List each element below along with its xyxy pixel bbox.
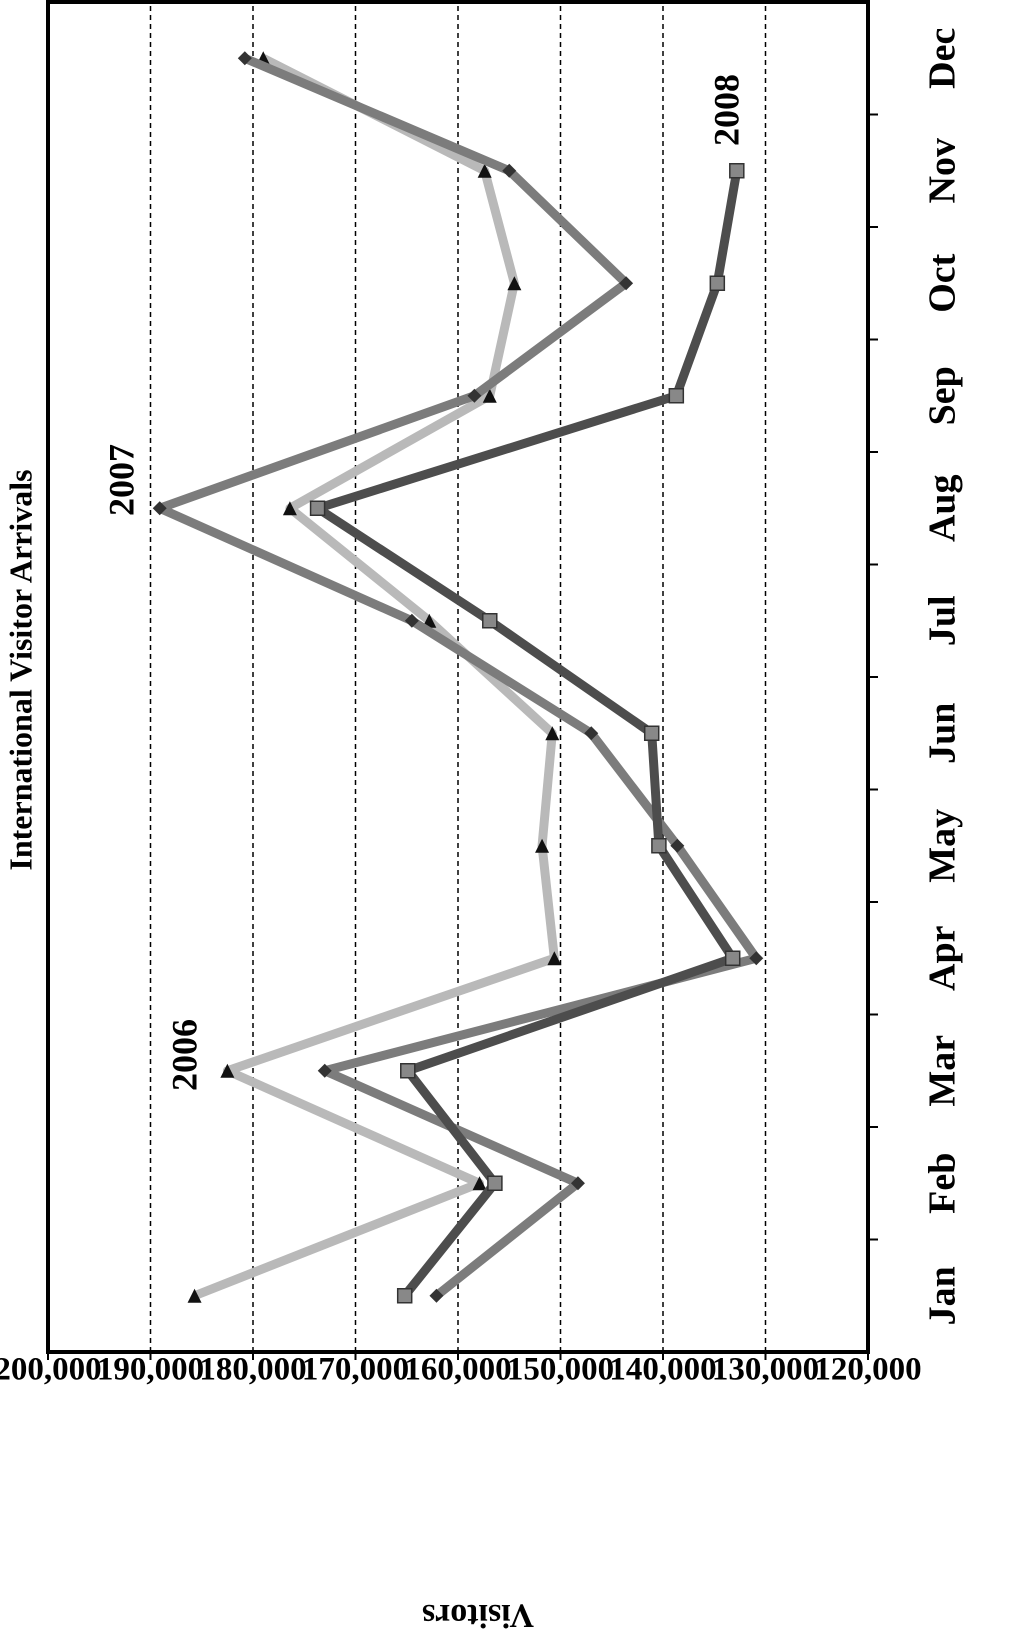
marker — [317, 1063, 332, 1078]
marker — [724, 950, 741, 966]
x-tick-label: Aug — [922, 474, 964, 542]
x-tick-label: Jan — [922, 1266, 964, 1325]
line — [155, 54, 761, 1300]
series-label: 2007 — [101, 444, 141, 516]
marker — [429, 1288, 444, 1303]
x-tick-label: Oct — [922, 253, 964, 312]
marker — [472, 1176, 487, 1191]
x-tick-label: Jul — [922, 595, 964, 646]
marker — [220, 1063, 235, 1078]
marker — [309, 500, 326, 516]
line — [313, 169, 742, 1299]
marker — [670, 838, 685, 853]
y-tick-label: 200,000 — [0, 1352, 102, 1388]
marker — [584, 726, 599, 741]
x-tick-label: Feb — [922, 1153, 964, 1214]
plot-frame — [46, 0, 870, 1354]
marker — [643, 725, 660, 741]
marker — [547, 951, 562, 966]
line — [192, 54, 559, 1300]
x-tick-label: Dec — [922, 28, 964, 89]
x-tick-label: Jun — [922, 703, 964, 764]
x-tick-label: Apr — [922, 925, 964, 991]
marker — [709, 275, 726, 291]
marker — [619, 276, 634, 291]
marker — [749, 951, 764, 966]
x-tick-label: Sep — [922, 366, 964, 425]
x-tick-label: May — [922, 809, 964, 883]
series-label: 2006 — [164, 1019, 204, 1091]
marker — [477, 163, 492, 178]
marker — [396, 1288, 413, 1304]
marker — [729, 163, 745, 179]
marker — [668, 388, 685, 404]
marker — [545, 726, 560, 741]
marker — [404, 613, 419, 628]
marker — [282, 501, 297, 516]
marker — [502, 163, 517, 178]
y-axis-title: Visitors — [422, 1597, 534, 1634]
marker — [482, 388, 497, 403]
series-label: 2008 — [706, 74, 746, 146]
x-tick-label: Mar — [922, 1035, 964, 1107]
marker — [467, 388, 482, 403]
chart-title: International Visitor Arrivals — [2, 469, 38, 870]
marker — [482, 613, 498, 629]
chart-body: International Visitor Arrivals Visitors … — [0, 0, 964, 1634]
marker — [487, 1175, 503, 1191]
x-tick-label: Nov — [922, 138, 964, 203]
marker — [187, 1288, 202, 1303]
marker — [570, 1176, 585, 1191]
marker — [152, 501, 167, 516]
marker — [237, 51, 252, 66]
marker — [507, 276, 522, 291]
marker — [400, 1063, 416, 1079]
grid — [149, 2, 767, 1352]
marker — [535, 838, 550, 853]
marker — [651, 838, 667, 854]
